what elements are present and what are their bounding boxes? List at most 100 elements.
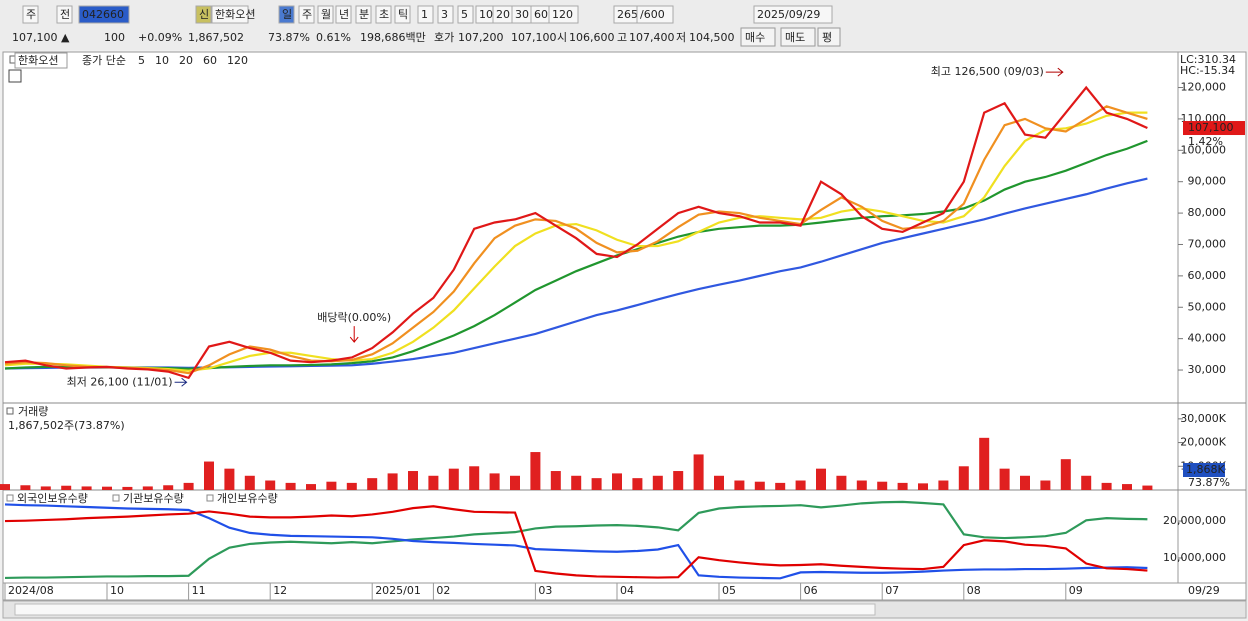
volume-bar bbox=[387, 473, 398, 490]
y-tick-label: 10,000,000 bbox=[1163, 551, 1226, 564]
toolbar-text[interactable]: 일 bbox=[282, 7, 292, 21]
toolbar-text[interactable]: 한화오션 bbox=[215, 8, 255, 21]
toolbar-text[interactable]: /600 bbox=[640, 8, 665, 21]
toolbar-button[interactable] bbox=[753, 5, 833, 24]
volume-bar bbox=[102, 486, 112, 490]
quote-text: 고 bbox=[617, 31, 627, 44]
x-tick-label: 02 bbox=[436, 584, 450, 597]
legend-swatch bbox=[6, 494, 14, 502]
toolbar-button[interactable] bbox=[437, 5, 454, 24]
toolbar-text[interactable]: 전 bbox=[60, 8, 70, 21]
toolbar-button[interactable] bbox=[417, 5, 434, 24]
y-tick-label: 40,000 bbox=[1188, 332, 1227, 345]
toolbar-button[interactable] bbox=[394, 5, 411, 24]
toolbar-text[interactable]: 틱 bbox=[398, 8, 408, 21]
toolbar-text[interactable]: 주 bbox=[302, 8, 312, 21]
volume-bar bbox=[265, 480, 276, 490]
toolbar-button[interactable] bbox=[78, 5, 130, 24]
quote-text[interactable]: 평 bbox=[822, 31, 832, 44]
toolbar-button[interactable] bbox=[548, 5, 579, 24]
quote-text: 시 bbox=[557, 31, 567, 44]
toolbar-button[interactable] bbox=[298, 5, 315, 24]
toolbar-button[interactable] bbox=[211, 5, 249, 24]
toolbar-button[interactable] bbox=[278, 5, 295, 24]
annotation-arrow bbox=[174, 377, 188, 387]
x-tick-label: 2025/01 bbox=[375, 584, 421, 597]
toolbar-button[interactable] bbox=[636, 5, 674, 24]
toolbar-button[interactable] bbox=[335, 5, 352, 24]
legend-swatch bbox=[112, 494, 120, 502]
last-volume-box bbox=[1183, 463, 1225, 477]
toolbar-button[interactable] bbox=[22, 5, 39, 24]
legend-entry: 5 bbox=[138, 54, 145, 67]
volume-bar bbox=[326, 481, 337, 490]
quote-text: 1,867,502 bbox=[188, 31, 244, 44]
volume-bar bbox=[1020, 475, 1030, 490]
legend-entry: 10 bbox=[155, 54, 169, 67]
quote-text: 0.61% bbox=[316, 31, 351, 44]
toolbar-text[interactable]: 1 bbox=[421, 8, 428, 21]
volume-bar bbox=[979, 437, 990, 490]
toolbar-text[interactable]: 2025/09/29 bbox=[757, 8, 820, 21]
toolbar-text[interactable]: 042660 bbox=[82, 8, 124, 21]
y-tick-label: 70,000 bbox=[1188, 237, 1227, 250]
toolbar-button[interactable] bbox=[355, 5, 372, 24]
volume-bar bbox=[693, 454, 704, 490]
x-tick-label: 12 bbox=[273, 584, 287, 597]
annotation: 최저 26,100 (11/01) bbox=[67, 375, 173, 388]
series-line bbox=[4, 505, 1148, 579]
series-line bbox=[4, 500, 1148, 580]
toolbar-button[interactable] bbox=[740, 27, 776, 47]
legend-entry: 120 bbox=[227, 54, 248, 67]
y-tick-label: 80,000 bbox=[1188, 206, 1227, 219]
last-price-box bbox=[1183, 121, 1245, 136]
toolbar-text[interactable]: 20 bbox=[496, 8, 510, 21]
volume-bar bbox=[1040, 480, 1051, 490]
quote-text[interactable]: 매수 bbox=[745, 31, 765, 44]
ratio-label: 73.87% bbox=[1188, 476, 1230, 489]
panel-subtitle: 1,867,502주(73.87%) bbox=[8, 419, 125, 432]
x-end-label: 09/29 bbox=[1188, 584, 1220, 597]
toolbar-text[interactable]: 신 bbox=[199, 8, 209, 21]
y-tick-label: 60,000 bbox=[1188, 269, 1227, 282]
toolbar-text[interactable]: 10 bbox=[479, 8, 493, 21]
toolbar-text[interactable]: 주 bbox=[26, 8, 36, 21]
volume-bar bbox=[591, 478, 602, 490]
toolbar-button[interactable] bbox=[195, 5, 212, 24]
toolbar-text[interactable]: 월 bbox=[321, 8, 331, 21]
toolbar-text[interactable]: 30 bbox=[515, 8, 529, 21]
toolbar-button[interactable] bbox=[780, 27, 816, 47]
toolbar-text[interactable]: 265 bbox=[617, 8, 638, 21]
volume-bar bbox=[856, 480, 867, 490]
toolbar-button[interactable] bbox=[56, 5, 73, 24]
volume-bar bbox=[1122, 484, 1132, 490]
toolbar-button[interactable] bbox=[457, 5, 474, 24]
toolbar-text[interactable]: 3 bbox=[441, 8, 448, 21]
y-tick-label: 30,000K bbox=[1180, 412, 1226, 425]
x-tick-label: 05 bbox=[722, 584, 736, 597]
toolbar-text[interactable]: 년 bbox=[339, 8, 349, 21]
volume-bar bbox=[775, 482, 786, 490]
toolbar-text[interactable]: 60 bbox=[534, 8, 548, 21]
volume-bar bbox=[367, 478, 378, 490]
volume-bar bbox=[204, 461, 214, 490]
toolbar-button[interactable] bbox=[817, 27, 841, 47]
toolbar-button[interactable] bbox=[375, 5, 392, 24]
x-axis-band bbox=[2, 582, 1247, 601]
scroll-thumb[interactable] bbox=[14, 603, 876, 616]
toolbar-text[interactable]: 분 bbox=[359, 8, 369, 21]
toolbar-text[interactable]: 5 bbox=[461, 8, 468, 21]
quote-text[interactable]: 매도 bbox=[785, 31, 805, 44]
volume-bar bbox=[448, 468, 459, 490]
x-tick-label: 2024/08 bbox=[8, 584, 54, 597]
toolbar-text[interactable]: 초 bbox=[379, 8, 389, 21]
toolbar-button[interactable] bbox=[317, 5, 334, 24]
quote-text: 198,686백만 bbox=[360, 31, 426, 44]
calc-icon[interactable] bbox=[8, 69, 22, 83]
quote-text: 100 bbox=[104, 31, 125, 44]
toolbar-text[interactable]: 120 bbox=[552, 8, 573, 21]
panel-icon bbox=[6, 407, 14, 415]
volume-bar bbox=[224, 468, 235, 490]
volume-bar bbox=[408, 471, 418, 490]
y-tick-label: 50,000 bbox=[1188, 300, 1227, 313]
